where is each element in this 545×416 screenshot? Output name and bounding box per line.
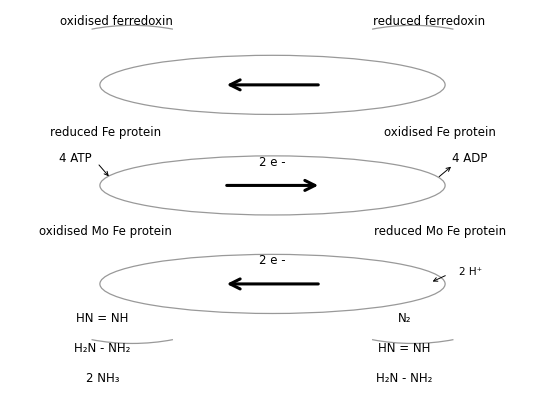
Text: reduced Fe protein: reduced Fe protein <box>50 126 161 139</box>
Text: H₂N - NH₂: H₂N - NH₂ <box>377 372 433 385</box>
Text: HN = NH: HN = NH <box>76 312 129 325</box>
Text: oxidised Mo Fe protein: oxidised Mo Fe protein <box>39 225 172 238</box>
Text: reduced Mo Fe protein: reduced Mo Fe protein <box>374 225 506 238</box>
Text: reduced ferredoxin: reduced ferredoxin <box>373 15 485 28</box>
Text: oxidised ferredoxin: oxidised ferredoxin <box>59 15 173 28</box>
Text: oxidised Fe protein: oxidised Fe protein <box>384 126 495 139</box>
Text: H₂N - NH₂: H₂N - NH₂ <box>74 342 131 355</box>
Text: 2 e -: 2 e - <box>259 254 286 267</box>
Text: 4 ATP: 4 ATP <box>59 152 92 165</box>
Text: 2 e -: 2 e - <box>259 156 286 168</box>
Text: HN = NH: HN = NH <box>378 342 431 355</box>
Text: N₂: N₂ <box>398 312 411 325</box>
Text: 4 ADP: 4 ADP <box>452 152 487 165</box>
Text: 2 H⁺: 2 H⁺ <box>458 267 482 277</box>
Text: 2 NH₃: 2 NH₃ <box>86 372 119 385</box>
